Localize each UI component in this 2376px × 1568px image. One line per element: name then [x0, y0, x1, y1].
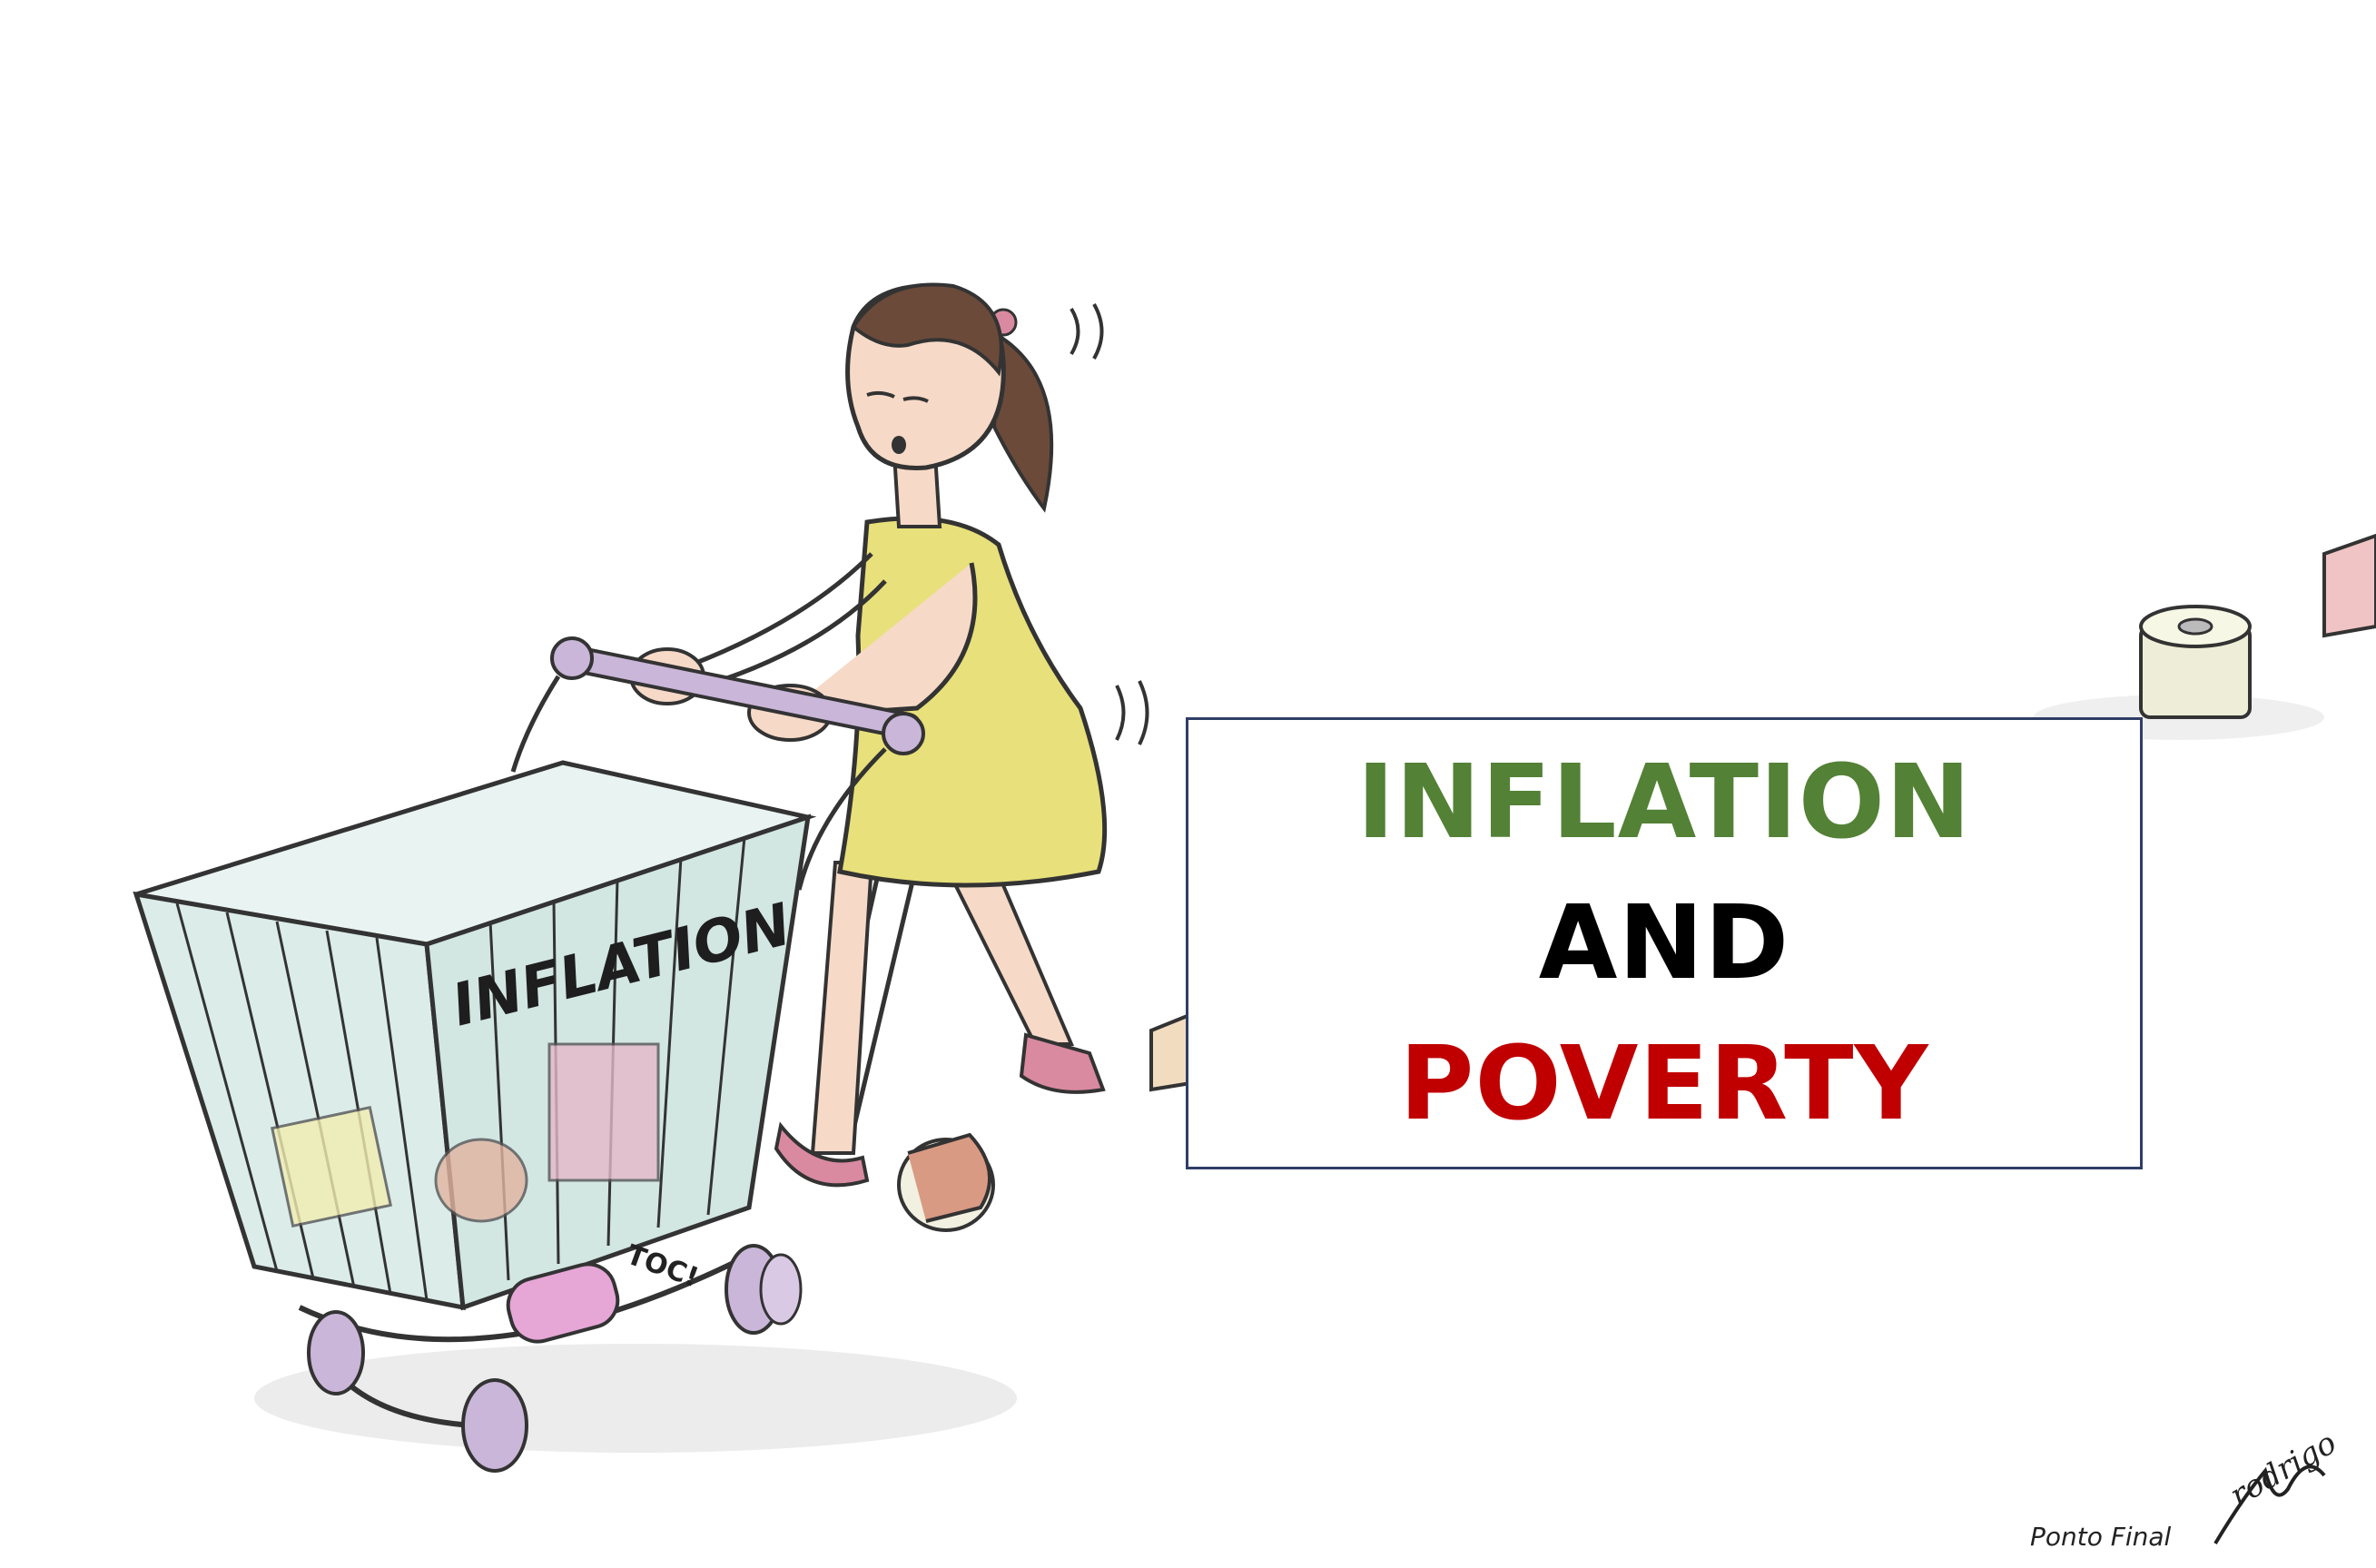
- cartoon-credit: Ponto Final: [2030, 1522, 2172, 1552]
- shopping-cart: INFLATION TOC!: [133, 636, 925, 1473]
- can-item-ground: [897, 1132, 995, 1232]
- box-item-right: [2322, 533, 2376, 638]
- can-item-under-cart: [506, 1262, 620, 1344]
- cart-wheels: [307, 1244, 803, 1473]
- ground-shadow: [254, 1344, 1017, 1453]
- woman-shopper: [629, 282, 1149, 1188]
- artist-signature: rodrigo: [2213, 1425, 2343, 1545]
- toilet-paper-roll-item: [2139, 605, 2252, 719]
- title-line-and: AND: [1538, 883, 1790, 1002]
- title-line-poverty: POVERTY: [1399, 1024, 1929, 1143]
- signature-text: rodrigo: [2224, 1425, 2343, 1514]
- cart-bars: [175, 836, 746, 1301]
- title-box: INFLATION AND POVERTY: [1186, 717, 2143, 1169]
- sound-effect-label: TOC!: [622, 1239, 703, 1295]
- title-line-inflation: INFLATION: [1356, 743, 1972, 862]
